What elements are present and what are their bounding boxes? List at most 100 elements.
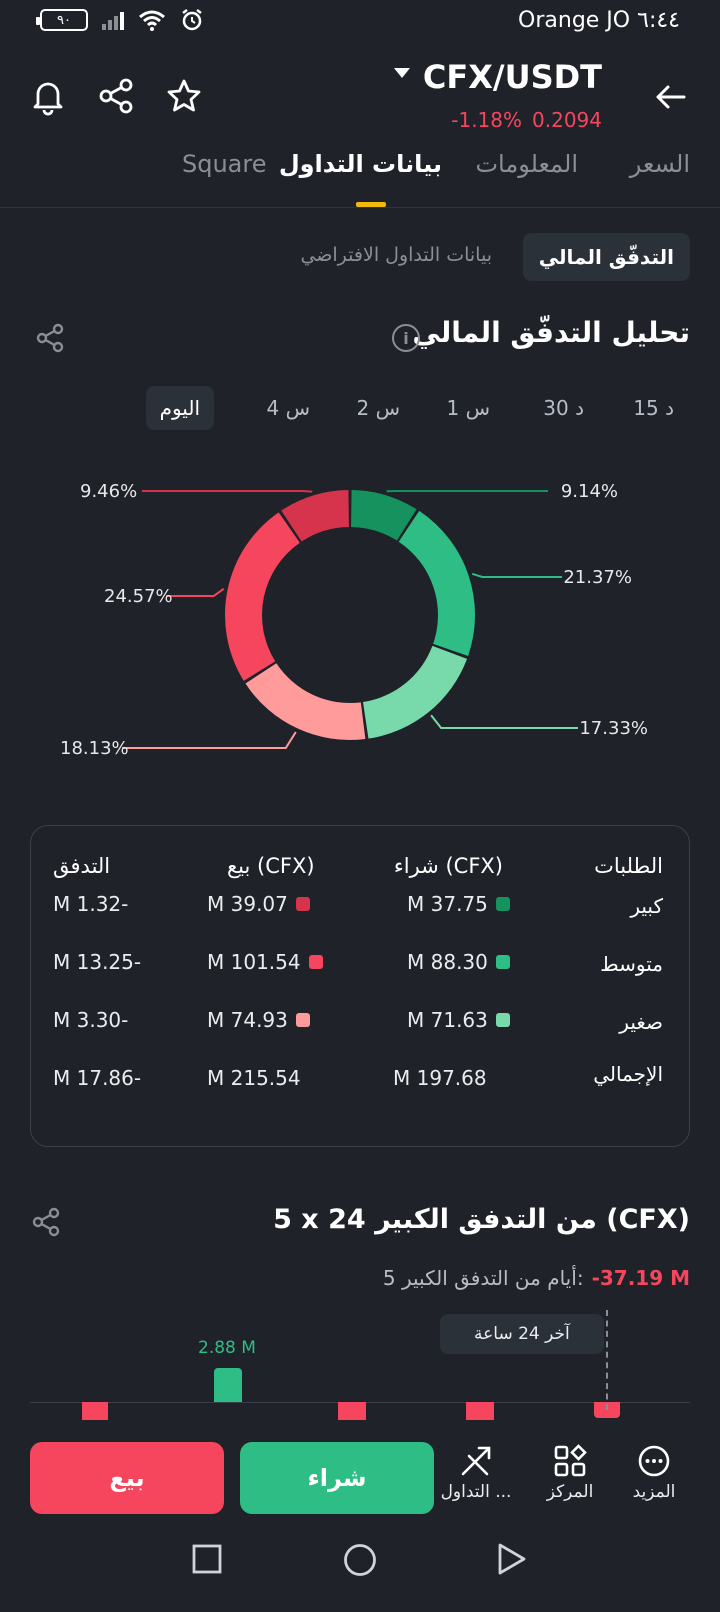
home-icon[interactable]: [342, 1542, 378, 1578]
back-nav-icon[interactable]: [494, 1542, 528, 1576]
trade-icon: [461, 1446, 491, 1476]
total-buy: M 197.68: [393, 1066, 487, 1090]
donut-leader-line: [430, 714, 578, 729]
fund-flow-donut-chart: 9.14% 21.37% 17.33% 18.13% 24.57% 9.46%: [60, 481, 648, 759]
period-2h[interactable]: 2 س: [356, 396, 400, 420]
tab-info[interactable]: المعلومات: [475, 150, 578, 178]
row-flow-value: M 13.25-: [53, 950, 142, 974]
header-orders: الطلبات: [594, 854, 663, 878]
row-buy-value: M 71.63: [407, 1008, 510, 1032]
header-buy: شراء (CFX): [393, 854, 503, 878]
donut-segment: [362, 645, 468, 739]
alarm-icon: [182, 9, 202, 31]
period-1h[interactable]: 1 س: [446, 396, 490, 420]
system-navigation-bar: [0, 1528, 720, 1612]
status-time-carrier: Orange JO ٦:٤٤: [518, 8, 680, 33]
donut-segment: [224, 512, 300, 681]
main-tabs: السعر المعلومات بيانات التداول Square: [0, 140, 720, 208]
period-15m[interactable]: 15 د: [633, 396, 674, 420]
donut-percent-label: 9.46%: [80, 481, 137, 502]
large-flow-share-icon[interactable]: [30, 1206, 62, 1238]
donut-percent-label: 9.14%: [561, 481, 618, 502]
position-button[interactable]: المركز: [530, 1444, 610, 1502]
pair-dropdown-icon[interactable]: [394, 68, 410, 78]
more-button[interactable]: المزيد: [614, 1444, 694, 1502]
chart-tooltip: آخر 24 ساعة: [440, 1314, 604, 1354]
donut-segment: [245, 663, 366, 740]
recents-icon[interactable]: [190, 1542, 224, 1576]
donut-leader-line: [122, 731, 297, 749]
crosshair-line: [606, 1310, 608, 1410]
total-sell: M 215.54: [207, 1066, 301, 1090]
period-4h[interactable]: 4 س: [266, 396, 310, 420]
battery-level: ٩٠: [57, 12, 71, 28]
status-bar: Orange JO ٦:٤٤ ٩٠: [0, 0, 720, 46]
trade-label: التداول ...: [440, 1482, 512, 1502]
more-label: المزيد: [632, 1482, 676, 1502]
share-icon[interactable]: [96, 76, 136, 116]
last-price: 0.2094: [532, 108, 602, 132]
bar-day-2: [214, 1368, 242, 1402]
price-change: -1.18%: [451, 108, 523, 132]
donut-segment: [398, 510, 475, 656]
period-30m[interactable]: 30 د: [543, 396, 584, 420]
large-flow-summary: 5 أيام من التدفق الكبير: -37.19 M: [383, 1266, 690, 1290]
row-sell-value: M 101.54: [207, 950, 323, 974]
subtab-trading-data-default[interactable]: بيانات التداول الافتراضي: [300, 244, 492, 266]
bar-day-3: [338, 1402, 366, 1420]
period-selector: 15 د 30 د 1 س 2 س 4 س اليوم: [0, 386, 720, 436]
tab-price[interactable]: السعر: [629, 150, 690, 178]
buy-button[interactable]: شراء: [240, 1442, 434, 1514]
row-sell-value: M 74.93: [207, 1008, 310, 1032]
donut-percent-label: 17.33%: [579, 718, 648, 739]
row-buy-value: M 37.75: [407, 892, 510, 916]
donut-percent-label: 21.37%: [563, 567, 632, 588]
star-icon[interactable]: [164, 76, 204, 116]
fund-flow-table: الطلبات شراء (CFX) بيع (CFX) التدفق كبير…: [30, 825, 690, 1147]
donut-leader-line: [166, 587, 225, 597]
large-flow-bar-chart: 2.88 M آخر 24 ساعة: [30, 1310, 690, 1430]
bar-day-4: [466, 1402, 494, 1420]
donut-percent-label: 18.13%: [60, 738, 129, 759]
row-label: صغير: [619, 1010, 663, 1034]
row-sell-value: M 39.07: [207, 892, 310, 916]
tab-square[interactable]: Square: [182, 150, 267, 178]
row-flow-value: M 3.30-: [53, 1008, 129, 1032]
section-share-icon[interactable]: [34, 322, 66, 354]
summary-label: 5 أيام من التدفق الكبير:: [382, 1266, 584, 1290]
bar-day-2-label: 2.88 M: [198, 1338, 256, 1358]
summary-value: -37.19 M: [591, 1266, 690, 1290]
row-buy-value: M 88.30: [407, 950, 510, 974]
active-tab-indicator: [356, 202, 386, 207]
subtab-fund-flow[interactable]: التدفّق المالي: [522, 233, 690, 281]
clock: ٦:٤٤: [637, 8, 680, 33]
donut-leader-line: [471, 572, 562, 578]
grid-icon: [554, 1444, 587, 1477]
wifi-icon: [139, 10, 165, 31]
donut-segment: [351, 490, 417, 541]
trade-button[interactable]: التداول ...: [436, 1444, 516, 1502]
info-icon-glyph: i: [403, 328, 409, 348]
donut-segment: [281, 490, 349, 542]
header-sell: بيع (CFX): [227, 854, 315, 878]
tab-trading-data[interactable]: بيانات التداول: [278, 150, 442, 178]
fund-flow-title: تحليل التدفّق المالي: [412, 316, 690, 349]
total-label: الإجمالي: [593, 1062, 663, 1086]
sell-button[interactable]: بيع: [30, 1442, 224, 1514]
total-flow: M 17.86-: [53, 1066, 142, 1090]
info-icon[interactable]: i: [392, 324, 420, 352]
position-label: المركز: [546, 1482, 594, 1502]
status-icons: ٩٠: [36, 8, 204, 32]
period-today[interactable]: اليوم: [145, 386, 214, 430]
donut-leader-line: [142, 490, 313, 493]
bell-icon[interactable]: [28, 76, 68, 116]
row-flow-value: M 1.32-: [53, 892, 129, 916]
back-arrow-icon[interactable]: [654, 80, 688, 114]
carrier-label: Orange JO: [518, 8, 631, 33]
pair-title[interactable]: CFX/USDT: [422, 58, 602, 96]
pair-price-row: -1.18% 0.2094: [451, 108, 602, 132]
bottom-action-bar: بيع شراء التداول ... المركز المزيد: [0, 1428, 720, 1528]
header-flow: التدفق: [53, 854, 111, 878]
donut-percent-label: 24.57%: [104, 586, 173, 607]
battery-icon: ٩٠: [36, 9, 88, 31]
